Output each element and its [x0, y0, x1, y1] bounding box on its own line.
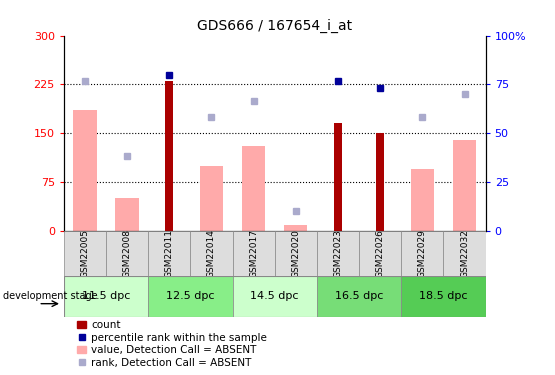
Bar: [242, 146, 265, 231]
Bar: [359, 231, 401, 276]
Bar: [200, 166, 223, 231]
Text: GSM22023: GSM22023: [334, 229, 342, 278]
Title: GDS666 / 167654_i_at: GDS666 / 167654_i_at: [197, 19, 352, 33]
Bar: [115, 198, 139, 231]
Bar: [453, 140, 476, 231]
Bar: [64, 276, 148, 317]
Bar: [275, 231, 317, 276]
Bar: [148, 276, 233, 317]
Text: GSM22029: GSM22029: [418, 229, 427, 278]
Text: GSM22020: GSM22020: [291, 229, 300, 278]
Bar: [401, 276, 486, 317]
Bar: [64, 231, 106, 276]
Bar: [106, 231, 148, 276]
Bar: [233, 231, 275, 276]
Text: development stage: development stage: [3, 291, 97, 301]
Text: 12.5 dpc: 12.5 dpc: [166, 291, 215, 301]
Legend: count, percentile rank within the sample, value, Detection Call = ABSENT, rank, : count, percentile rank within the sample…: [78, 320, 267, 368]
Text: GSM22014: GSM22014: [207, 229, 216, 278]
Bar: [334, 123, 342, 231]
Bar: [411, 169, 434, 231]
Bar: [376, 133, 384, 231]
Text: GSM22005: GSM22005: [80, 229, 89, 278]
Bar: [401, 231, 443, 276]
Text: GSM22026: GSM22026: [376, 229, 385, 278]
Text: 14.5 dpc: 14.5 dpc: [250, 291, 299, 301]
Bar: [284, 225, 307, 231]
Text: GSM22032: GSM22032: [460, 229, 469, 278]
Text: GSM22017: GSM22017: [249, 229, 258, 278]
Bar: [73, 110, 97, 231]
Bar: [443, 231, 486, 276]
Text: 18.5 dpc: 18.5 dpc: [419, 291, 468, 301]
Text: GSM22008: GSM22008: [123, 229, 132, 278]
Bar: [317, 276, 401, 317]
Bar: [317, 231, 359, 276]
Bar: [233, 276, 317, 317]
Bar: [165, 81, 173, 231]
Bar: [190, 231, 233, 276]
Text: 16.5 dpc: 16.5 dpc: [335, 291, 384, 301]
Text: GSM22011: GSM22011: [165, 229, 174, 278]
Bar: [148, 231, 190, 276]
Text: 11.5 dpc: 11.5 dpc: [82, 291, 130, 301]
